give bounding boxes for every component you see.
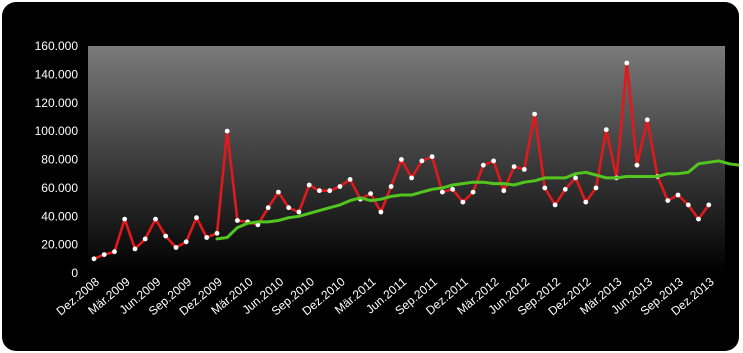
data-point [327, 188, 333, 194]
data-point [542, 185, 548, 191]
data-point [603, 127, 609, 133]
y-tick-label: 40.000 [41, 209, 78, 223]
data-point [101, 252, 107, 257]
data-point [122, 216, 128, 222]
data-point [573, 175, 578, 181]
y-axis-ticks: 0 20.000 40.000 60.000 80.000 100.000 120.000 1… [35, 39, 79, 280]
data-point [91, 256, 97, 262]
data-point [696, 216, 701, 222]
data-point [429, 154, 435, 160]
y-tick-label: 100.000 [35, 124, 79, 138]
data-point [132, 246, 138, 252]
data-point [153, 216, 158, 222]
data-point [562, 186, 568, 192]
data-point [388, 184, 394, 189]
data-point [214, 230, 220, 236]
data-point [368, 191, 373, 197]
y-tick-label: 140.000 [35, 67, 79, 81]
data-point [634, 162, 640, 168]
data-point [593, 185, 599, 191]
data-point [685, 202, 691, 208]
data-point [306, 182, 312, 188]
data-point [511, 164, 517, 170]
data-point [163, 233, 169, 239]
data-point [204, 235, 210, 240]
data-point [675, 192, 681, 198]
data-point [235, 218, 240, 223]
data-point [183, 239, 189, 245]
data-point [224, 128, 230, 134]
data-point [440, 189, 445, 195]
data-point [419, 158, 425, 164]
data-point [255, 222, 261, 228]
data-point [706, 202, 712, 208]
data-point [142, 236, 148, 242]
series-line-green [215, 159, 739, 241]
data-point [665, 198, 671, 204]
y-tick-label: 160.000 [35, 39, 79, 53]
data-point [470, 189, 476, 195]
data-point [286, 205, 292, 211]
series-layer [91, 60, 739, 262]
data-point [409, 175, 414, 181]
data-point [173, 245, 179, 250]
data-point [532, 111, 537, 117]
data-point [317, 188, 322, 194]
y-tick-label: 0 [71, 266, 78, 280]
data-point [450, 186, 455, 192]
y-tick-label: 80.000 [41, 153, 78, 167]
data-point [337, 184, 343, 189]
data-point [194, 215, 199, 221]
x-axis-ticks: Dez.2008Mär.2009Jun.2009Sep.2009Dez.2009… [54, 274, 717, 318]
y-tick-label: 120.000 [35, 96, 79, 110]
data-point [501, 188, 507, 194]
data-point [112, 249, 117, 255]
data-point [480, 162, 486, 168]
data-point [583, 199, 589, 205]
data-point [265, 205, 271, 211]
data-point [552, 202, 558, 208]
data-point [521, 167, 527, 172]
data-point [624, 60, 630, 66]
data-point [296, 209, 302, 215]
data-point [276, 189, 281, 195]
y-tick-label: 20.000 [41, 238, 78, 252]
data-point [347, 177, 353, 182]
data-point [460, 199, 466, 205]
data-point [399, 157, 404, 162]
data-point [491, 158, 496, 164]
y-tick-label: 60.000 [41, 181, 78, 195]
data-point [644, 117, 650, 123]
data-point [378, 209, 384, 215]
